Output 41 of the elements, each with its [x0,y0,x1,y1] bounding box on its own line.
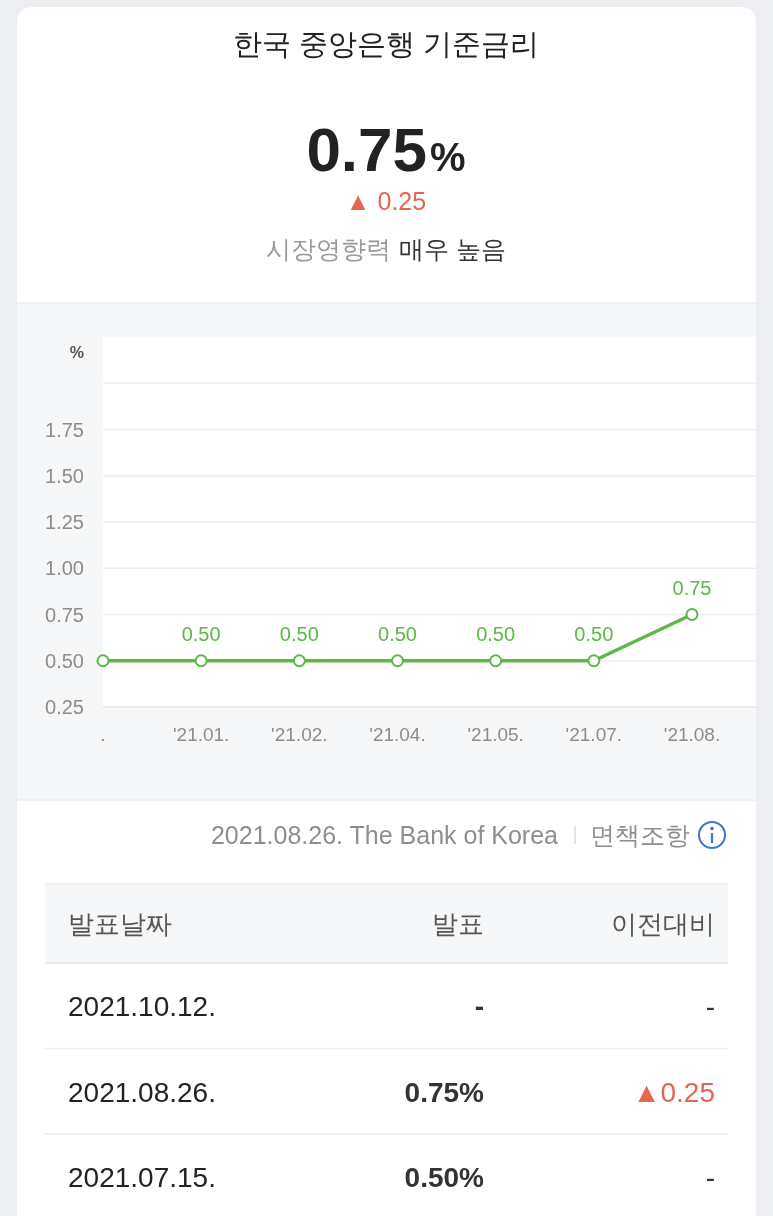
ylabel: % [69,344,84,361]
table-cell: - [705,1162,715,1193]
ytick-label: 0.50 [45,649,84,672]
xtick-label: '21.08. [663,724,721,745]
ytick-label: 1.25 [45,511,84,533]
title: 한국 중앙은행 기준금리 [232,28,540,60]
data-label: 0.50 [181,622,221,645]
table-header: 발표날짜 [68,909,172,939]
ytick-label: 0.75 [45,603,84,626]
ytick-label: 0.25 [45,696,84,718]
annotation: 2021.08.26. The Bank of Korea [210,821,558,849]
ytick-label: 1.00 [45,557,84,580]
annotation: 면책조항 [590,821,690,849]
annotation: 매우 높음 [399,235,506,263]
xtick-label: '21.07. [565,724,623,745]
table-cell: 0.75% [404,1076,484,1108]
table-header: 발표 [432,909,484,939]
data-label: 0.50 [378,622,417,645]
data-label: 0.50 [279,622,319,645]
annotation: % [430,135,466,179]
data-label: 0.50 [476,622,516,645]
table-cell: - [474,991,484,1022]
table-cell: - [705,991,715,1022]
xtick-label: '21.05. [467,724,524,745]
annotation: 0.75 [306,115,428,184]
ytick-label: 1.50 [45,464,84,487]
table-cell: ▲0.25 [632,1076,715,1108]
table-cell: 0.50% [404,1162,484,1193]
xtick-label: '21.04. [369,724,426,745]
table-cell: 2021.08.26. [68,1076,216,1108]
xtick-label: . [100,724,106,745]
annotation: ▲ 0.25 [345,187,427,215]
annotation: 시장영향력 [266,235,391,263]
xtick-label: '21.01. [172,724,230,745]
xtick-label: '21.02. [271,724,328,745]
table-header: 이전대비 [611,909,715,939]
ytick-label: 1.75 [45,418,84,441]
table-cell: 2021.07.15. [68,1162,216,1193]
data-label: 0.50 [574,622,614,645]
data-label: 0.75 [672,576,712,599]
table-cell: 2021.10.12. [68,991,216,1022]
